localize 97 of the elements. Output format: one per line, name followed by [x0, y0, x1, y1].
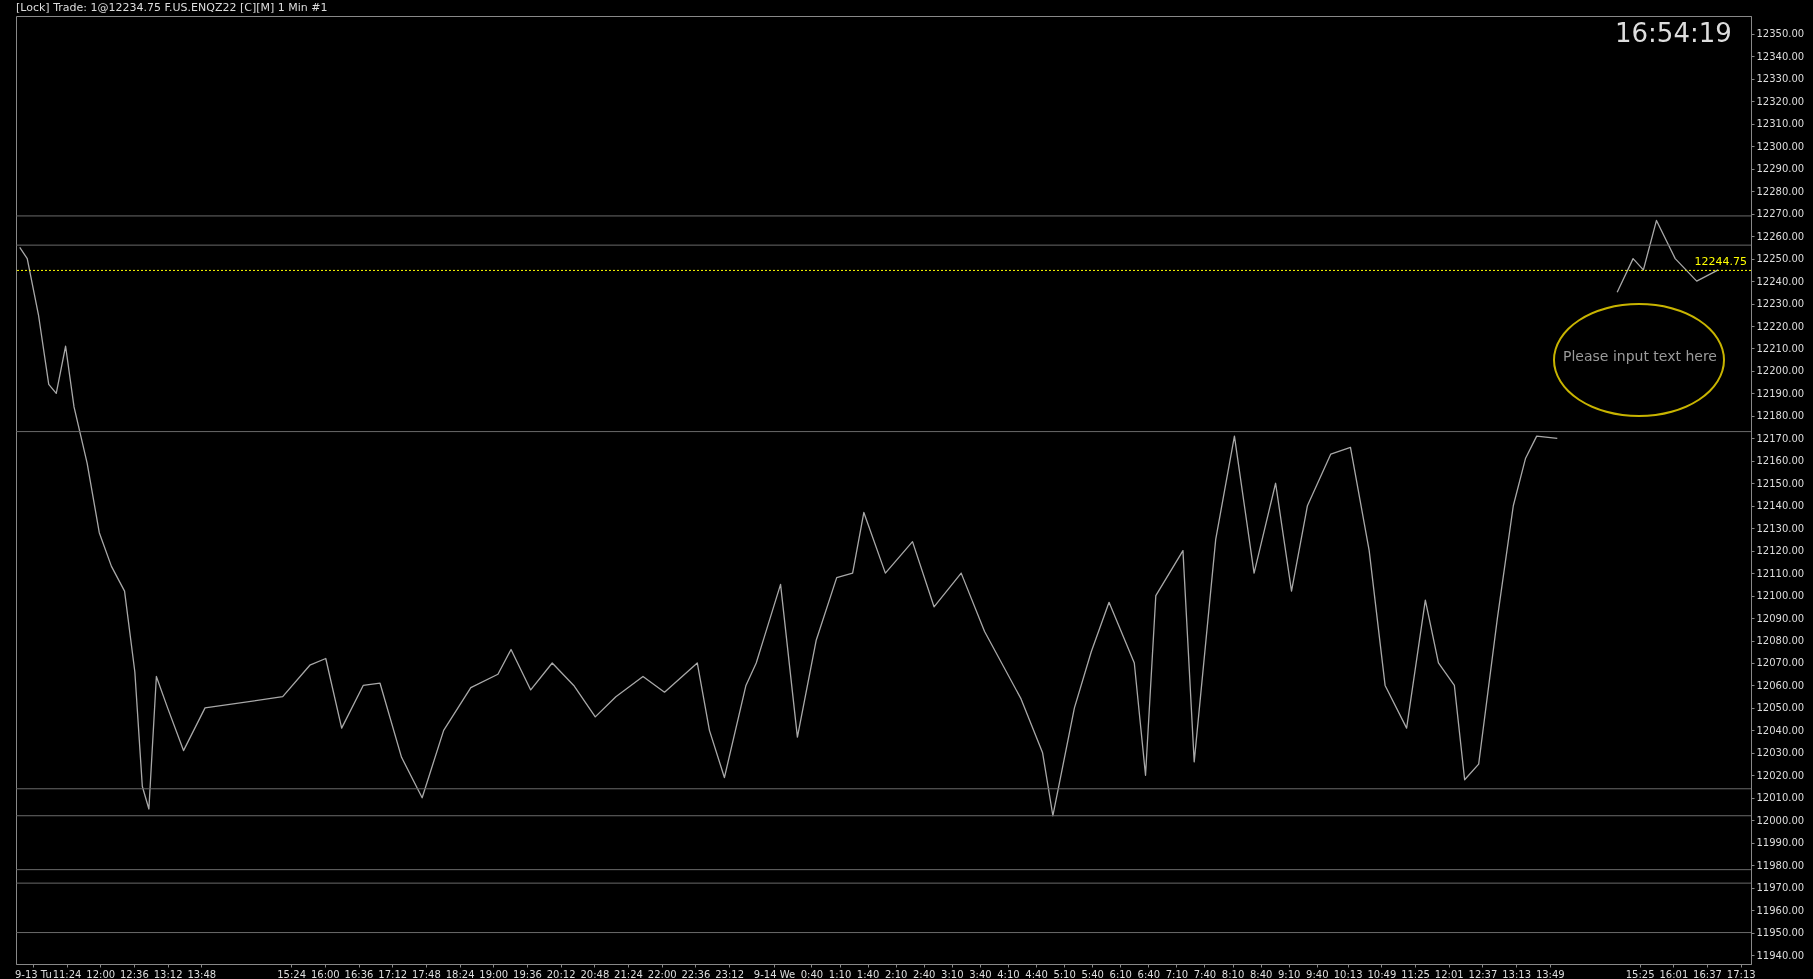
y-tick-label: 12220.00 — [1756, 320, 1805, 332]
y-tick-label: 12350.00 — [1756, 28, 1805, 40]
x-tick-label: 21:24 — [614, 968, 643, 979]
y-tick-label: 12030.00 — [1756, 747, 1805, 759]
y-tick-label: 12280.00 — [1756, 185, 1805, 197]
y-tick-label: 12150.00 — [1756, 477, 1805, 489]
x-tick-label: 12:37 — [1468, 968, 1498, 979]
x-tick-label: 12:01 — [1434, 968, 1464, 979]
y-tick-label: 12320.00 — [1756, 95, 1805, 107]
y-tick-label: 12060.00 — [1756, 679, 1805, 691]
x-tick-label: 19:00 — [479, 968, 509, 979]
x-tick-label: 7:10 — [1165, 968, 1189, 979]
x-tick-label: 12:00 — [86, 968, 116, 979]
x-tick-label: 17:12 — [378, 968, 408, 979]
x-tick-label: 4:40 — [1025, 968, 1048, 979]
x-tick-label: 13:49 — [1535, 968, 1565, 979]
y-tick-label: 12290.00 — [1756, 163, 1805, 175]
y-tick-label: 12310.00 — [1756, 118, 1805, 130]
x-tick-label: 11:25 — [1401, 968, 1430, 979]
x-tick-label: 23:12 — [715, 968, 744, 979]
y-tick-label: 12100.00 — [1756, 590, 1805, 602]
x-tick-label: 22:36 — [681, 968, 711, 979]
y-tick-label: 12010.00 — [1756, 792, 1805, 804]
x-tick-label: 9-14 We — [753, 968, 796, 979]
x-tick-label: 2:10 — [884, 968, 908, 979]
x-tick-label: 6:10 — [1109, 968, 1132, 979]
x-tick-label: 9:40 — [1306, 968, 1329, 979]
x-tick-label: 9:10 — [1277, 968, 1301, 979]
x-tick-label: 15:25 — [1625, 968, 1655, 979]
y-tick-label: 12110.00 — [1756, 567, 1805, 579]
y-tick-label: 12300.00 — [1756, 140, 1805, 152]
y-tick-label: 12180.00 — [1756, 410, 1805, 422]
x-tick-label: 13:12 — [153, 968, 183, 979]
y-tick-label: 12050.00 — [1756, 702, 1805, 714]
x-tick-label: 22:00 — [647, 968, 677, 979]
x-tick-label: 1:10 — [828, 968, 852, 979]
y-tick-label: 12090.00 — [1756, 612, 1805, 624]
y-tick-label: 12140.00 — [1756, 500, 1805, 512]
x-tick-label: 15:24 — [277, 968, 307, 979]
x-tick-label: 0:40 — [800, 968, 824, 979]
x-tick-label: 7:40 — [1193, 968, 1217, 979]
y-tick-label: 12120.00 — [1756, 545, 1805, 557]
y-tick-label: 11980.00 — [1756, 859, 1805, 871]
x-tick-label: 16:37 — [1693, 968, 1722, 979]
x-tick-label: 11:24 — [52, 968, 82, 979]
annotation: 16:54:19 — [1615, 18, 1732, 48]
y-tick-label: 12200.00 — [1756, 365, 1805, 377]
x-tick-label: 5:10 — [1053, 968, 1076, 979]
y-tick-label: 12070.00 — [1756, 657, 1805, 669]
y-tick-label: 12160.00 — [1756, 455, 1805, 467]
y-tick-label: 12260.00 — [1756, 230, 1805, 242]
y-tick-label: 12270.00 — [1756, 208, 1805, 220]
y-tick-label: 12340.00 — [1756, 50, 1805, 62]
x-tick-label: 16:36 — [344, 968, 374, 979]
y-tick-label: 12230.00 — [1756, 298, 1805, 310]
y-tick-label: 11950.00 — [1756, 927, 1805, 939]
y-tick-label: 12240.00 — [1756, 275, 1805, 287]
x-tick-label: 13:13 — [1502, 968, 1532, 979]
x-tick-label: 2:40 — [913, 968, 936, 979]
x-tick-label: 1:40 — [856, 968, 880, 979]
x-tick-label: 9-13 Tu — [14, 968, 52, 979]
x-tick-label: 17:13 — [1726, 968, 1756, 979]
x-tick-label: 10:13 — [1333, 968, 1363, 979]
annotation: Please input text here — [1562, 348, 1718, 364]
x-tick-label: 20:12 — [546, 968, 576, 979]
x-tick-label: 8:10 — [1221, 968, 1245, 979]
y-tick-label: 12040.00 — [1756, 724, 1805, 736]
y-tick-label: 12170.00 — [1756, 432, 1805, 444]
y-tick-label: 12210.00 — [1756, 342, 1805, 354]
x-tick-label: 19:36 — [513, 968, 542, 979]
y-tick-label: 11970.00 — [1756, 882, 1805, 894]
y-tick-label: 12190.00 — [1756, 387, 1805, 399]
y-tick-label: 11940.00 — [1756, 949, 1805, 961]
y-tick-label: 12250.00 — [1756, 253, 1805, 265]
chart-title: [Lock] Trade: 1@12234.75 F.US.ENQZ22 [C][M] 1 Min #1 — [16, 1, 328, 14]
x-tick-label: 4:10 — [997, 968, 1020, 979]
x-tick-label: 3:10 — [941, 968, 964, 979]
x-tick-label: 3:40 — [969, 968, 992, 979]
x-tick-label: 13:48 — [187, 968, 217, 979]
y-tick-label: 11990.00 — [1756, 837, 1805, 849]
y-tick-label: 12020.00 — [1756, 769, 1805, 781]
x-tick-label: 20:48 — [580, 968, 610, 979]
x-tick-label: 6:40 — [1137, 968, 1161, 979]
x-tick-label: 17:48 — [411, 968, 441, 979]
y-tick-label: 11960.00 — [1756, 904, 1805, 916]
y-tick-label: 12330.00 — [1756, 73, 1805, 85]
x-tick-label: 16:00 — [310, 968, 340, 979]
ref-line-label: 12244.75 — [1694, 255, 1747, 269]
x-tick-label: 5:40 — [1081, 968, 1104, 979]
x-tick-label: 8:40 — [1249, 968, 1273, 979]
y-tick-label: 12130.00 — [1756, 522, 1805, 534]
y-tick-label: 12000.00 — [1756, 814, 1805, 826]
x-tick-label: 16:01 — [1659, 968, 1689, 979]
y-tick-label: 12080.00 — [1756, 635, 1805, 647]
x-tick-label: 10:49 — [1367, 968, 1397, 979]
x-tick-label: 12:36 — [120, 968, 149, 979]
x-tick-label: 18:24 — [445, 968, 475, 979]
